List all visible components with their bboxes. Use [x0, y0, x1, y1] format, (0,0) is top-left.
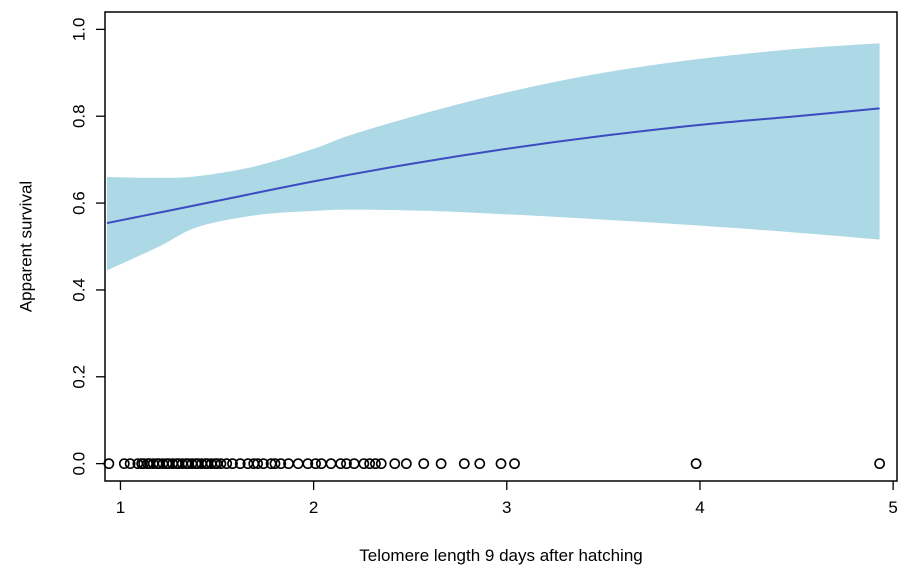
observation-point — [509, 458, 520, 470]
y-tick-label: 0.8 — [70, 104, 89, 128]
y-tick-label: 1.0 — [70, 18, 89, 42]
observation-point — [474, 458, 486, 470]
observation-point — [874, 458, 886, 470]
fitted-line-layer — [106, 107, 880, 225]
observation-point — [118, 458, 130, 470]
observation-point — [315, 458, 327, 470]
x-tick-label: 1 — [116, 498, 125, 517]
observation-point — [257, 458, 269, 470]
observation-point — [389, 458, 401, 470]
y-axis-title: Apparent survival — [17, 181, 36, 312]
observation-point — [400, 458, 412, 470]
y-tick-label: 0.6 — [70, 191, 89, 215]
y-tick-label: 0.4 — [70, 278, 89, 302]
y-tick-label: 0.2 — [70, 365, 89, 389]
observation-point — [375, 458, 387, 470]
observation-point — [227, 458, 238, 470]
confidence-band — [106, 43, 880, 271]
observation-point — [269, 458, 281, 470]
observation-point — [435, 458, 447, 470]
observation-points-layer — [103, 458, 886, 470]
axes-layer — [104, 11, 898, 482]
observation-point — [495, 458, 507, 470]
y-axis: 0.0 0.2 0.4 0.6 0.8 1.0 — [70, 18, 105, 476]
observation-point — [335, 458, 347, 470]
x-axis-title: Telomere length 9 days after hatching — [359, 546, 643, 565]
x-tick-label: 2 — [309, 498, 318, 517]
observation-point — [221, 458, 233, 470]
observation-point — [215, 458, 227, 470]
x-axis: 1 2 3 4 5 — [116, 481, 898, 517]
fitted-survival-line — [106, 107, 880, 225]
observation-point — [418, 458, 430, 470]
observation-point — [358, 458, 370, 470]
observation-point — [124, 458, 136, 470]
observation-point — [234, 458, 246, 470]
observation-point — [275, 458, 287, 470]
observation-point — [690, 458, 702, 470]
observation-point — [310, 458, 321, 470]
observation-point — [458, 458, 470, 470]
x-tick-label: 3 — [502, 498, 511, 517]
y-tick-label: 0.0 — [70, 452, 89, 476]
observation-point — [302, 458, 314, 470]
observation-point — [364, 458, 376, 470]
observation-point — [252, 458, 264, 470]
observation-point — [325, 458, 337, 470]
observation-point — [292, 458, 304, 470]
observation-point — [341, 458, 352, 470]
x-tick-label: 5 — [888, 498, 897, 517]
confidence-band-layer — [106, 43, 880, 271]
plot-frame — [104, 11, 898, 482]
x-tick-label: 4 — [695, 498, 704, 517]
observation-point — [370, 458, 381, 470]
